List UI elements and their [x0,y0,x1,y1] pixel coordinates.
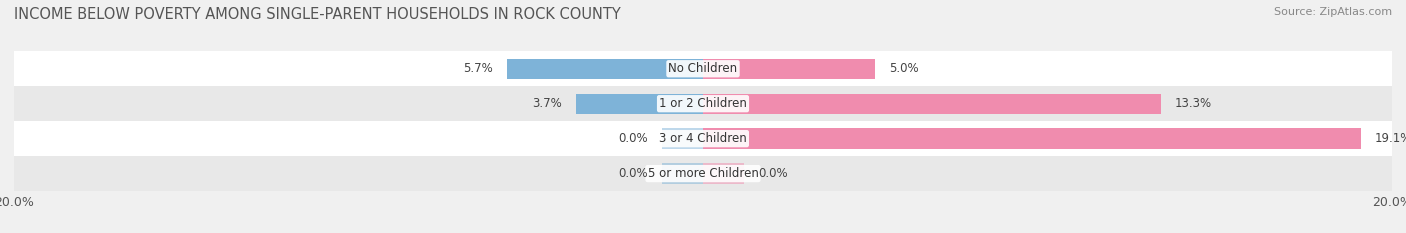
Text: 3.7%: 3.7% [531,97,562,110]
Bar [703,59,875,79]
Text: 5 or more Children: 5 or more Children [648,167,758,180]
Bar [703,129,1361,149]
Bar [703,94,1161,114]
Bar [662,164,703,184]
Bar [703,164,744,184]
Text: 5.7%: 5.7% [463,62,494,75]
Bar [14,86,1392,121]
Text: 0.0%: 0.0% [619,167,648,180]
Bar [14,121,1392,156]
Text: 19.1%: 19.1% [1375,132,1406,145]
Text: 13.3%: 13.3% [1175,97,1212,110]
Text: 5.0%: 5.0% [889,62,918,75]
Bar [14,156,1392,191]
Text: INCOME BELOW POVERTY AMONG SINGLE-PARENT HOUSEHOLDS IN ROCK COUNTY: INCOME BELOW POVERTY AMONG SINGLE-PARENT… [14,7,621,22]
Text: 3 or 4 Children: 3 or 4 Children [659,132,747,145]
Bar [662,129,703,149]
Text: 0.0%: 0.0% [758,167,787,180]
Bar [506,59,703,79]
Text: 1 or 2 Children: 1 or 2 Children [659,97,747,110]
Bar [575,94,703,114]
Text: 0.0%: 0.0% [619,132,648,145]
Text: No Children: No Children [668,62,738,75]
Text: Source: ZipAtlas.com: Source: ZipAtlas.com [1274,7,1392,17]
Bar [14,51,1392,86]
